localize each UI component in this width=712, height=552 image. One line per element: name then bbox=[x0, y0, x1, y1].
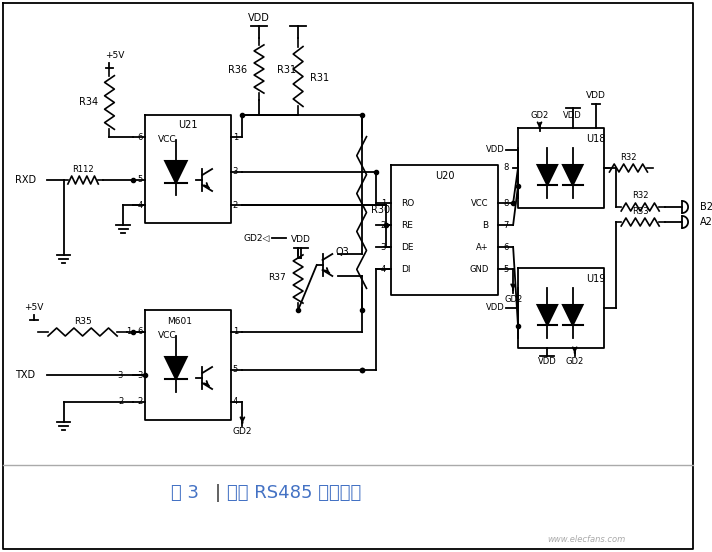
Text: U21: U21 bbox=[178, 120, 197, 130]
Text: RXD: RXD bbox=[15, 175, 36, 185]
Text: 5: 5 bbox=[503, 264, 508, 273]
Text: TXD: TXD bbox=[15, 370, 35, 380]
Text: +5V: +5V bbox=[24, 304, 44, 312]
Text: R112: R112 bbox=[72, 166, 94, 174]
Text: GND: GND bbox=[469, 264, 488, 273]
Text: R32: R32 bbox=[620, 152, 637, 162]
Text: VDD: VDD bbox=[538, 358, 557, 367]
Text: 7: 7 bbox=[503, 220, 509, 230]
Text: RO: RO bbox=[401, 199, 414, 208]
Text: R35: R35 bbox=[74, 317, 92, 326]
Text: 图 3: 图 3 bbox=[171, 484, 199, 502]
Text: 8: 8 bbox=[503, 163, 509, 172]
Text: B: B bbox=[483, 220, 488, 230]
Text: 4: 4 bbox=[137, 200, 142, 210]
Polygon shape bbox=[563, 165, 582, 185]
Text: R36: R36 bbox=[228, 65, 247, 75]
Polygon shape bbox=[165, 357, 187, 379]
Text: VDD: VDD bbox=[563, 112, 582, 120]
Text: GD2: GD2 bbox=[565, 358, 584, 367]
Text: |: | bbox=[215, 484, 221, 502]
Text: VDD: VDD bbox=[248, 13, 270, 23]
Text: R30: R30 bbox=[372, 205, 391, 215]
Text: R32: R32 bbox=[632, 192, 649, 200]
Text: +5V: +5V bbox=[105, 51, 124, 61]
Text: 6: 6 bbox=[137, 132, 142, 141]
Text: VCC: VCC bbox=[158, 135, 177, 145]
Text: R31: R31 bbox=[310, 73, 329, 83]
Text: GD2◁: GD2◁ bbox=[244, 233, 270, 242]
Text: www.elecfans.com: www.elecfans.com bbox=[548, 535, 626, 544]
Text: 3: 3 bbox=[233, 167, 238, 177]
Text: VCC: VCC bbox=[471, 199, 488, 208]
Text: 2: 2 bbox=[118, 397, 123, 406]
Text: U19: U19 bbox=[587, 274, 606, 284]
Text: R31: R31 bbox=[276, 65, 295, 75]
Text: GD2: GD2 bbox=[504, 295, 523, 304]
Text: U18: U18 bbox=[587, 134, 606, 144]
Text: Q3: Q3 bbox=[335, 247, 349, 257]
Text: 1: 1 bbox=[381, 199, 386, 208]
Text: R34: R34 bbox=[78, 97, 98, 107]
Text: 3: 3 bbox=[137, 370, 142, 380]
Text: VCC: VCC bbox=[158, 332, 177, 341]
Text: 5: 5 bbox=[233, 365, 238, 374]
Polygon shape bbox=[538, 165, 557, 185]
Text: 1: 1 bbox=[233, 132, 238, 141]
Text: 2: 2 bbox=[137, 397, 142, 406]
Polygon shape bbox=[538, 305, 557, 325]
Text: 6: 6 bbox=[137, 327, 142, 337]
Text: VDD: VDD bbox=[486, 146, 504, 155]
Text: U20: U20 bbox=[435, 171, 454, 181]
Text: 3: 3 bbox=[117, 370, 123, 380]
Text: 3: 3 bbox=[381, 242, 386, 252]
Text: B2: B2 bbox=[700, 202, 712, 212]
Text: VDD: VDD bbox=[586, 92, 606, 100]
Text: 2: 2 bbox=[381, 220, 386, 230]
Text: GD2: GD2 bbox=[530, 112, 549, 120]
Polygon shape bbox=[165, 161, 187, 183]
Text: RE: RE bbox=[401, 220, 412, 230]
Text: 4: 4 bbox=[381, 264, 386, 273]
Text: VDD: VDD bbox=[291, 236, 311, 245]
Text: R33: R33 bbox=[632, 206, 649, 215]
Polygon shape bbox=[563, 305, 582, 325]
Text: DE: DE bbox=[401, 242, 413, 252]
Text: 5: 5 bbox=[137, 176, 142, 184]
Text: 6: 6 bbox=[503, 242, 509, 252]
Text: R37: R37 bbox=[268, 273, 286, 283]
Text: GD2: GD2 bbox=[233, 427, 252, 437]
Text: 2: 2 bbox=[233, 200, 238, 210]
Text: 4: 4 bbox=[233, 397, 238, 406]
Text: 1: 1 bbox=[233, 327, 238, 337]
Text: A+: A+ bbox=[476, 242, 488, 252]
Text: 1: 1 bbox=[126, 327, 131, 337]
Text: 双路 RS485 通讯电路: 双路 RS485 通讯电路 bbox=[226, 484, 361, 502]
Text: VDD: VDD bbox=[486, 304, 504, 312]
Text: 8: 8 bbox=[503, 199, 509, 208]
Text: DI: DI bbox=[401, 264, 410, 273]
Text: M601: M601 bbox=[167, 316, 192, 326]
Text: A2: A2 bbox=[700, 217, 712, 227]
